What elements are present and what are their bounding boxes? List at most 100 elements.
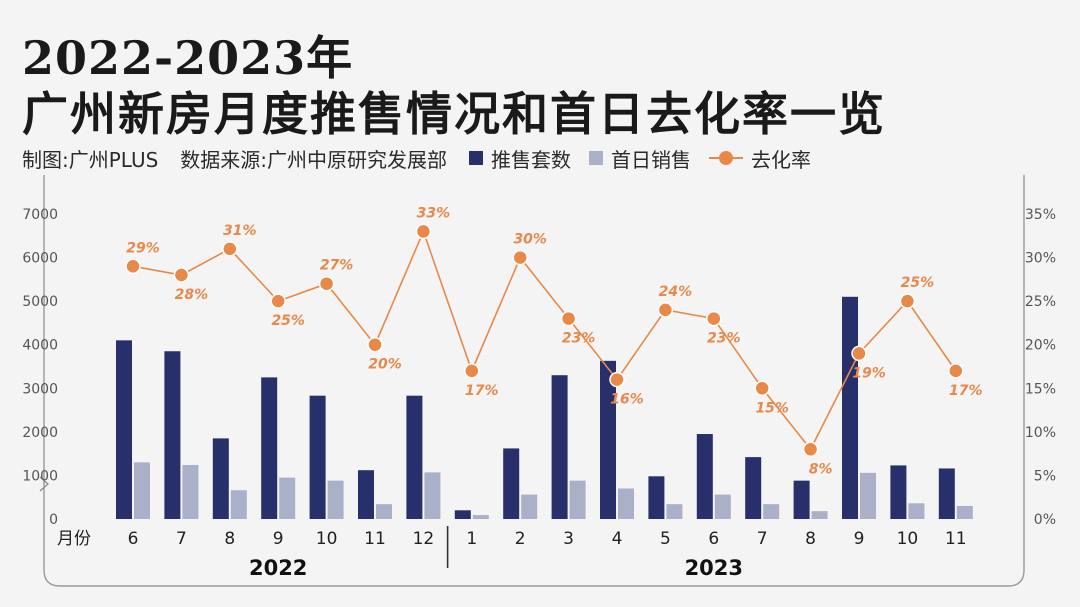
bar-sold	[811, 511, 828, 519]
y-right-tick-label: 10%	[1025, 425, 1056, 441]
bar-sold	[424, 472, 441, 519]
bar-sold	[618, 488, 634, 519]
rate-data-label: 8%	[809, 461, 833, 477]
x-category-label: 1	[466, 529, 477, 549]
y-right-tick-label: 20%	[1025, 338, 1056, 354]
rate-point	[173, 267, 190, 283]
bar-sold	[666, 504, 683, 519]
x-category-label: 10	[897, 529, 919, 549]
chart-title-line-1: 2022-2023年	[22, 31, 354, 85]
rate-point	[754, 380, 770, 397]
y-left-tick-label: 5000	[22, 294, 58, 310]
y-left-tick-label: 4000	[22, 338, 58, 354]
rate-point	[512, 249, 528, 266]
x-category-label: 3	[563, 529, 574, 549]
bar-sold	[763, 504, 780, 519]
y-left-tick-label: 1000	[22, 468, 58, 484]
bar-supply	[648, 476, 665, 519]
bar-supply	[696, 434, 713, 519]
rate-point	[560, 310, 577, 327]
bar-supply	[890, 465, 907, 519]
legend-item-supply: 推售套数	[469, 144, 571, 173]
bar-supply	[551, 375, 568, 519]
rate-data-label: 15%	[755, 400, 789, 416]
bar-supply	[503, 448, 520, 519]
y-right-tick-label: 25%	[1025, 294, 1056, 310]
axis-break-mark	[39, 476, 49, 492]
bar-sold	[134, 462, 150, 519]
bar-supply	[358, 470, 374, 519]
x-category-label: 6	[128, 529, 139, 549]
bar-sold	[569, 480, 586, 519]
x-category-label: 7	[176, 529, 187, 549]
rate-point	[948, 363, 964, 379]
y-left-tick-label: 2000	[22, 425, 58, 441]
rate-point	[609, 371, 625, 388]
bar-supply	[309, 395, 326, 519]
bar-sold	[472, 515, 489, 519]
x-category-label: 9	[854, 529, 865, 549]
bar-sold	[908, 503, 925, 519]
rate-data-label: 19%	[852, 365, 886, 381]
source-text: 数据来源:广州中原研究发展部	[180, 147, 448, 172]
y-right-tick-label: 30%	[1025, 251, 1056, 267]
bar-sold	[182, 464, 199, 519]
bar-supply	[793, 480, 810, 519]
y-left-tick-label: 3000	[22, 381, 58, 397]
x-category-label: 8	[224, 529, 235, 549]
bar-sold	[714, 494, 731, 519]
x-category-label: 8	[805, 529, 816, 549]
rate-point	[415, 223, 432, 240]
year-group-label: 2023	[685, 556, 743, 580]
x-category-label: 11	[364, 529, 386, 549]
bar-supply	[164, 351, 181, 519]
rate-line	[132, 229, 957, 451]
y-left-tick-label: 0	[49, 512, 58, 528]
x-category-label: 12	[413, 529, 435, 549]
x-category-label: 4	[612, 529, 623, 549]
rate-data-label: 30%	[513, 232, 547, 248]
y-right-tick-label: 5%	[1034, 468, 1056, 484]
bar-supply	[842, 296, 858, 519]
bar-sold	[230, 490, 247, 519]
legend-swatch-supply	[469, 151, 484, 165]
rate-point	[851, 345, 867, 362]
bar-sold	[956, 505, 973, 519]
rate-data-label: 31%	[223, 223, 257, 239]
bar-supply	[116, 340, 132, 519]
rate-point	[899, 293, 916, 309]
rate-data-label: 23%	[707, 331, 741, 347]
rate-data-label: 17%	[465, 383, 499, 399]
x-axis-label: 月份	[57, 529, 91, 549]
rate-data-label: 25%	[271, 313, 305, 329]
legend-swatch-rate	[709, 151, 744, 165]
rate-point	[318, 275, 335, 292]
bar-supply	[261, 377, 278, 519]
credit-text: 制图:广州PLUS	[22, 147, 159, 172]
rate-point	[367, 336, 383, 353]
rate-point	[464, 363, 480, 379]
rate-point	[270, 293, 286, 309]
legend-label-supply: 推售套数	[491, 147, 572, 172]
legend-item-rate: 去化率	[709, 144, 811, 173]
rate-point	[706, 310, 722, 327]
rate-point	[125, 258, 141, 275]
rate-point	[802, 441, 819, 458]
rate-point	[657, 302, 674, 318]
legend-swatch-sold	[589, 151, 604, 165]
chart-frame	[43, 175, 1025, 587]
rate-data-label: 20%	[368, 357, 402, 373]
bar-sold	[521, 494, 538, 519]
bar-sold	[327, 480, 344, 519]
rate-data-label: 25%	[901, 275, 935, 291]
rate-data-label: 27%	[320, 258, 354, 274]
x-category-label: 2	[515, 529, 526, 549]
x-category-label: 6	[708, 529, 719, 549]
bar-supply	[212, 438, 229, 519]
bar-supply	[406, 395, 423, 519]
y-left-tick-label: 6000	[22, 251, 58, 267]
legend-item-sold: 首日销售	[589, 144, 691, 173]
bar-supply	[745, 457, 762, 519]
x-category-label: 9	[273, 529, 284, 549]
